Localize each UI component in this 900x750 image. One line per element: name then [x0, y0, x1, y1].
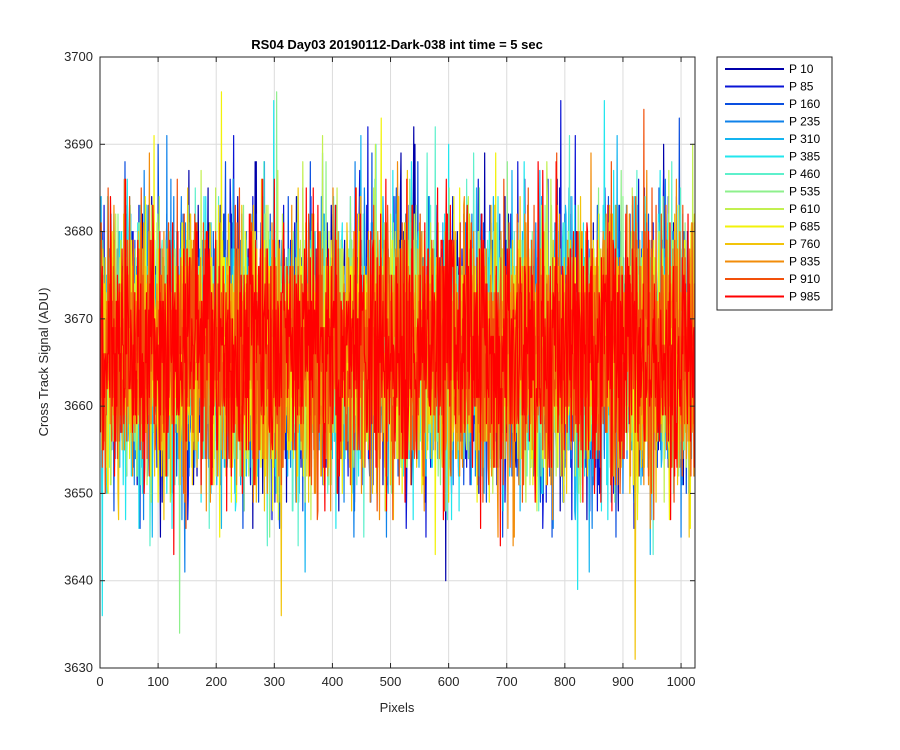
plot-frame — [99, 56, 696, 669]
y-axis-label: Cross Track Signal (ADU) — [36, 288, 51, 437]
x-tick-label: 200 — [205, 674, 227, 689]
y-tick-label: 3660 — [64, 398, 93, 413]
legend-box — [716, 56, 833, 311]
y-tick-label: 3630 — [64, 660, 93, 675]
x-tick-label: 700 — [496, 674, 518, 689]
x-tick-label: 400 — [322, 674, 344, 689]
legend-label: P 85 — [789, 80, 814, 94]
legend-label: P 310 — [789, 132, 820, 146]
chart-title: RS04 Day03 20190112-Dark-038 int time = … — [251, 37, 543, 52]
series-layer — [100, 91, 695, 660]
legend-label: P 385 — [789, 150, 820, 164]
y-tick-label: 3640 — [64, 573, 93, 588]
legend-label: P 235 — [789, 115, 820, 129]
legend-label: P 685 — [789, 220, 820, 234]
legend: P 10 P 85 P 160 P 235 P 310 P 385 P 460 P 535 P … — [716, 56, 833, 311]
legend-label: P 160 — [789, 97, 820, 111]
x-tick-label: 1000 — [667, 674, 696, 689]
legend-label: P 760 — [789, 237, 820, 251]
legend-label: P 835 — [789, 255, 820, 269]
legend-label: P 610 — [789, 202, 820, 216]
x-tick-label: 0 — [96, 674, 103, 689]
y-tick-label: 3680 — [64, 224, 93, 239]
x-tick-label: 100 — [147, 674, 169, 689]
x-tick-label: 600 — [438, 674, 460, 689]
x-tick-label: 800 — [554, 674, 576, 689]
series-line-p-985 — [100, 161, 695, 556]
x-axis-label: Pixels — [380, 700, 415, 715]
legend-label: P 985 — [789, 290, 820, 304]
legend-label: P 910 — [789, 272, 820, 286]
legend-label: P 535 — [789, 185, 820, 199]
y-tick-label: 3690 — [64, 136, 93, 151]
y-tick-label: 3650 — [64, 485, 93, 500]
legend-label: P 10 — [789, 62, 814, 76]
x-tick-label: 500 — [380, 674, 402, 689]
y-tick-label: 3700 — [64, 49, 93, 64]
ticks: 0 100 200 300 400 500 600 700 800 900 1000 3630 3640… — [64, 49, 695, 689]
y-tick-label: 3670 — [64, 311, 93, 326]
x-tick-label: 900 — [612, 674, 634, 689]
x-tick-label: 300 — [263, 674, 285, 689]
legend-label: P 460 — [789, 167, 820, 181]
